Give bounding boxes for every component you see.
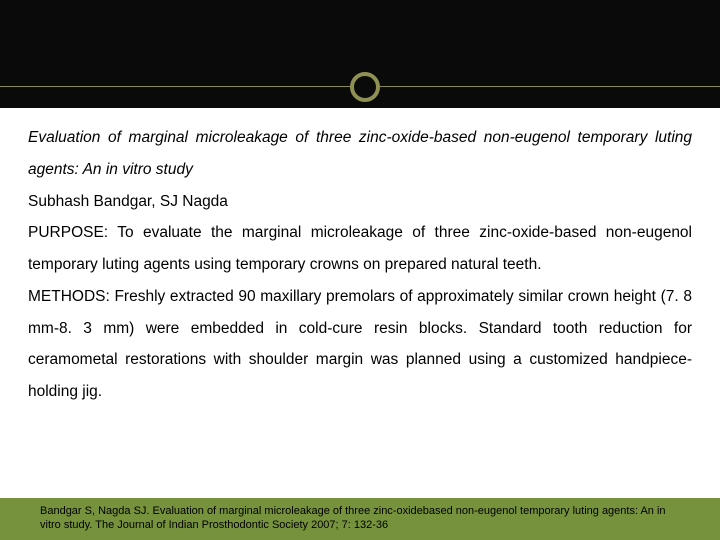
authors: Subhash Bandgar, SJ Nagda: [28, 193, 228, 210]
body-text: Evaluation of marginal microleakage of t…: [28, 122, 692, 408]
section-purpose-text: To evaluate the marginal microleakage of…: [28, 224, 692, 273]
citation-text: Bandgar S, Nagda SJ. Evaluation of margi…: [40, 505, 688, 533]
footer-band: Bandgar S, Nagda SJ. Evaluation of margi…: [0, 498, 720, 540]
section-methods-label: METHODS:: [28, 288, 110, 305]
article-title: Evaluation of marginal microleakage of t…: [28, 129, 692, 178]
section-purpose-label: PURPOSE:: [28, 224, 108, 241]
circle-ornament-icon: [350, 72, 380, 102]
section-methods-text: Freshly extracted 90 maxillary premolars…: [28, 288, 692, 400]
slide: Evaluation of marginal microleakage of t…: [0, 0, 720, 540]
